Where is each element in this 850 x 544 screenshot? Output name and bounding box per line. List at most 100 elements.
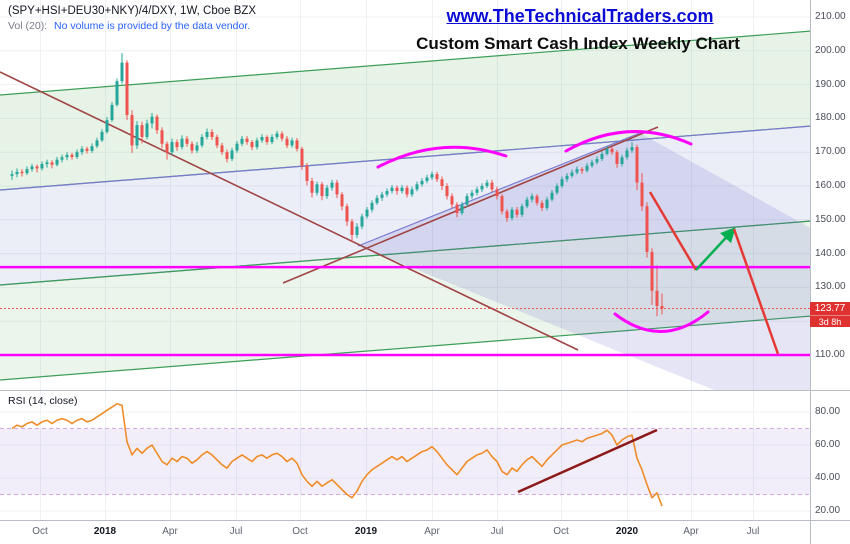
- price-axis-label: 160.00: [815, 180, 846, 191]
- candle: [275, 130, 279, 140]
- candle: [260, 134, 264, 143]
- candle: [105, 117, 109, 134]
- candle: [375, 195, 379, 205]
- candle: [530, 193, 534, 203]
- candle: [250, 140, 254, 151]
- time-axis-label: Jul: [229, 526, 243, 537]
- candle: [145, 119, 149, 140]
- candle: [625, 147, 629, 160]
- candle: [140, 121, 144, 144]
- watermark-link[interactable]: www.TheTechnicalTraders.com: [446, 6, 714, 26]
- lower-green-channel-bottom-edge: [0, 315, 810, 381]
- time-axis-label: 2018: [93, 526, 117, 537]
- rsi-axis-label: 80.00: [815, 406, 841, 417]
- resistance-arc-2019[interactable]: [376, 145, 508, 169]
- ascending-dark-red-line: [282, 126, 659, 284]
- candle: [205, 128, 209, 140]
- time-axis-label: 2019: [354, 526, 378, 537]
- candle: [560, 176, 564, 189]
- price-axis-label: 140.00: [815, 247, 846, 259]
- candle: [70, 152, 74, 160]
- symbol-title[interactable]: (SPY+HSI+DEU30+NKY)/4/DXY, 1W, Cboe BZX: [8, 5, 257, 17]
- rsi-band: [0, 428, 810, 495]
- candle: [400, 184, 404, 194]
- projection-segment-2: [695, 227, 736, 271]
- candle: [200, 134, 204, 148]
- expanding-purple-wedge[interactable]: [358, 133, 850, 445]
- candle: [125, 60, 129, 121]
- projection-segment-3: [732, 228, 780, 355]
- candle: [170, 138, 174, 155]
- candle: [565, 173, 569, 182]
- resistance-arc-2020[interactable]: [564, 130, 693, 153]
- candle: [630, 142, 634, 153]
- candle: [230, 147, 234, 161]
- time-axis[interactable]: Oct 2018 Apr Jul Oct 2019 Apr Jul Oct 2020 Apr Jul: [0, 521, 810, 544]
- candle: [40, 161, 44, 171]
- candle: [440, 176, 444, 191]
- candle: [320, 181, 324, 201]
- candle: [490, 179, 494, 193]
- candle: [285, 135, 289, 149]
- lower-green-channel[interactable]: [0, 218, 850, 380]
- candle: [485, 179, 489, 189]
- candle: [570, 169, 574, 178]
- candle: [90, 143, 94, 153]
- candle: [590, 159, 594, 168]
- candle: [20, 169, 24, 177]
- candle: [330, 179, 334, 191]
- candle: [420, 178, 424, 187]
- volume-indicator-label[interactable]: Vol (20):: [8, 20, 48, 32]
- candle: [385, 188, 389, 197]
- candle: [610, 146, 614, 155]
- candle: [600, 151, 604, 161]
- support-arc-2020[interactable]: [613, 310, 710, 333]
- rsi-indicator-label[interactable]: RSI (14, close): [8, 395, 78, 407]
- candle: [380, 191, 384, 201]
- candle: [345, 203, 349, 226]
- candle: [290, 137, 294, 148]
- candle: [430, 171, 434, 180]
- price-axis-label: 110.00: [815, 349, 845, 360]
- candle: [475, 186, 479, 196]
- candle: [295, 138, 299, 152]
- candle: [75, 149, 79, 159]
- candle: [350, 219, 354, 243]
- mid-purple-channel[interactable]: [0, 123, 850, 285]
- candle: [50, 160, 54, 169]
- candle: [315, 181, 319, 196]
- upper-green-channel[interactable]: [0, 28, 850, 190]
- candle: [115, 78, 119, 107]
- price-axis[interactable]: 210.00 200.00 190.00 180.00 170.00 160.00 150.…: [811, 0, 850, 390]
- time-axis-label: Apr: [683, 526, 699, 537]
- candle: [655, 265, 659, 317]
- candle: [615, 150, 619, 168]
- candle: [365, 206, 369, 219]
- candle: [555, 183, 559, 195]
- candle: [80, 146, 84, 155]
- rsi-axis[interactable]: 80.00 60.00 40.00 20.00: [811, 392, 850, 520]
- candle: [325, 184, 329, 199]
- candle: [355, 223, 359, 239]
- time-axis-label: Apr: [424, 526, 440, 537]
- candle: [585, 163, 589, 173]
- candle: [640, 173, 644, 212]
- volume-warning-message: No volume is provided by the data vendor…: [54, 20, 251, 32]
- candle: [395, 185, 399, 195]
- candle: [480, 183, 484, 193]
- time-axis-label: Jul: [746, 526, 760, 537]
- rsi-axis-label: 20.00: [815, 505, 841, 516]
- candle: [190, 141, 194, 154]
- candle: [35, 164, 39, 173]
- candle: [450, 193, 454, 209]
- time-axis-label: Oct: [292, 526, 308, 537]
- candle: [505, 208, 509, 222]
- price-axis-label: 210.00: [815, 11, 846, 22]
- candle: [520, 203, 524, 218]
- candle: [645, 202, 649, 258]
- rsi-line: [11, 402, 663, 507]
- candle: [100, 129, 104, 143]
